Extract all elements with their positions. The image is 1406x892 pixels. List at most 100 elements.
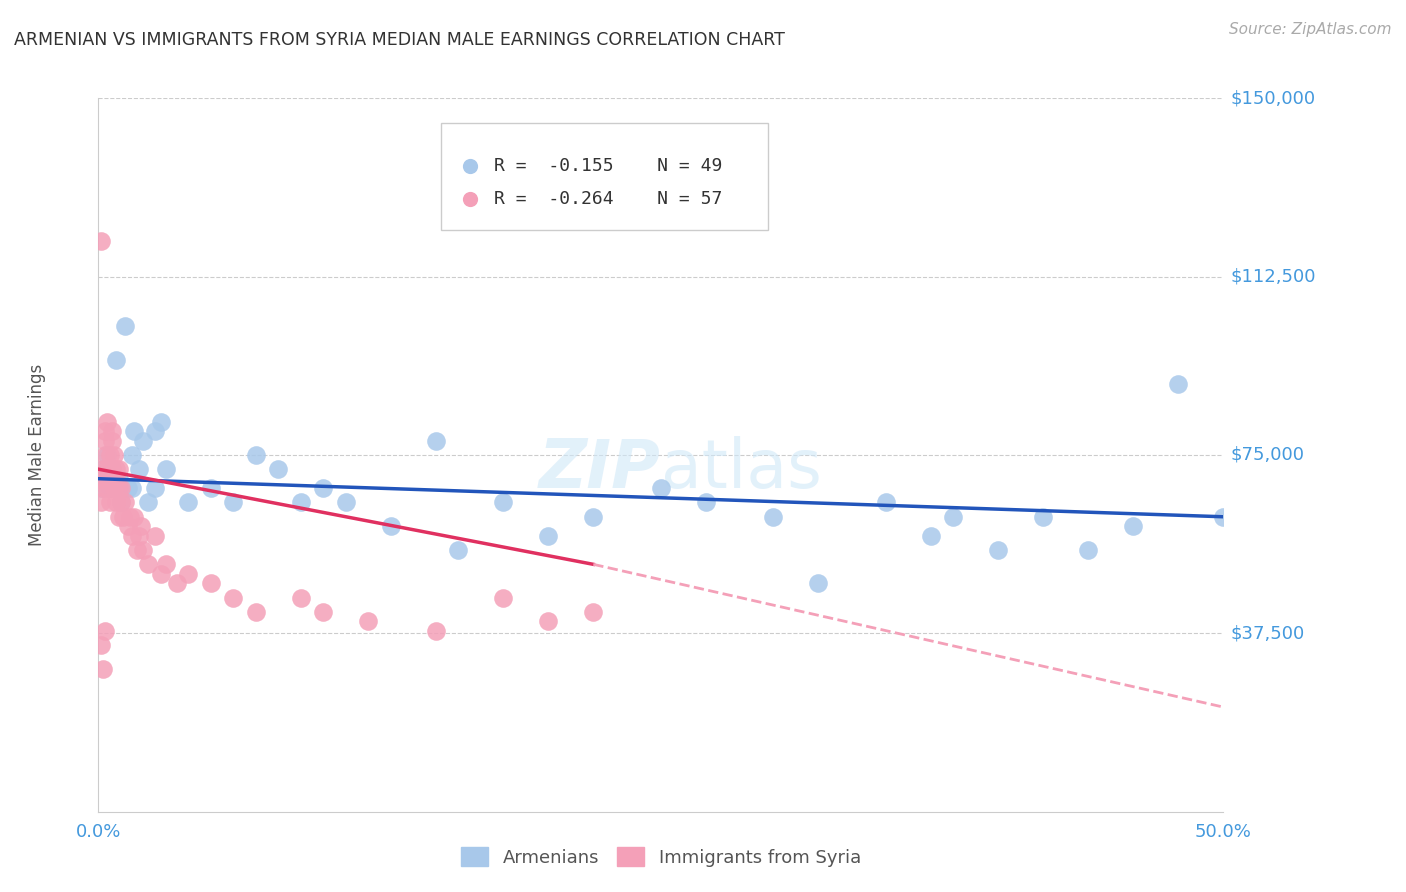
- Point: [103, 472, 125, 486]
- Text: ARMENIAN VS IMMIGRANTS FROM SYRIA MEDIAN MALE EARNINGS CORRELATION CHART: ARMENIAN VS IMMIGRANTS FROM SYRIA MEDIAN…: [14, 31, 785, 49]
- Point: [335, 495, 357, 509]
- Point: [105, 352, 128, 367]
- Point: [124, 509, 146, 524]
- Point: [290, 591, 312, 605]
- Point: [91, 462, 114, 476]
- Point: [290, 495, 312, 509]
- Point: [762, 509, 785, 524]
- Point: [492, 591, 515, 605]
- Point: [107, 472, 129, 486]
- Text: R =  -0.264    N = 57: R = -0.264 N = 57: [495, 191, 723, 209]
- Point: [121, 529, 143, 543]
- Point: [875, 495, 897, 509]
- Point: [96, 481, 118, 495]
- Point: [98, 472, 121, 486]
- Point: [96, 415, 118, 429]
- Point: [200, 576, 222, 591]
- Point: [118, 509, 141, 524]
- Point: [103, 481, 125, 495]
- Point: [128, 529, 150, 543]
- Point: [177, 566, 200, 581]
- Text: $37,500: $37,500: [1230, 624, 1305, 642]
- Point: [107, 481, 129, 495]
- Point: [121, 481, 143, 495]
- Point: [101, 424, 124, 438]
- Text: Median Male Earnings: Median Male Earnings: [28, 364, 45, 546]
- Point: [103, 481, 125, 495]
- Point: [447, 543, 470, 558]
- Text: R =  -0.155    N = 49: R = -0.155 N = 49: [495, 157, 723, 175]
- Point: [132, 543, 155, 558]
- Point: [117, 519, 139, 533]
- Point: [222, 591, 245, 605]
- Point: [143, 529, 166, 543]
- Point: [94, 434, 117, 448]
- Text: $150,000: $150,000: [1230, 89, 1316, 107]
- Point: [537, 529, 560, 543]
- Point: [150, 566, 173, 581]
- Point: [166, 576, 188, 591]
- Point: [155, 558, 177, 572]
- Point: [695, 495, 717, 509]
- Text: $112,500: $112,500: [1230, 268, 1316, 285]
- Point: [1122, 519, 1144, 533]
- Point: [112, 509, 135, 524]
- Point: [114, 495, 136, 509]
- Point: [101, 462, 124, 476]
- Point: [107, 509, 129, 524]
- Point: [101, 434, 124, 448]
- Point: [1167, 376, 1189, 391]
- Point: [267, 462, 290, 476]
- Point: [98, 448, 121, 462]
- Point: [91, 481, 114, 495]
- Text: atlas: atlas: [661, 436, 821, 502]
- Point: [143, 481, 166, 495]
- Point: [1077, 543, 1099, 558]
- Legend: Armenians, Immigrants from Syria: Armenians, Immigrants from Syria: [454, 840, 868, 874]
- Point: [110, 495, 132, 509]
- Point: [103, 448, 125, 462]
- Text: Source: ZipAtlas.com: Source: ZipAtlas.com: [1229, 22, 1392, 37]
- Point: [245, 605, 267, 619]
- Point: [177, 495, 200, 509]
- Point: [110, 481, 132, 495]
- Point: [105, 462, 128, 476]
- Point: [110, 495, 132, 509]
- Point: [492, 495, 515, 509]
- Point: [830, 805, 852, 819]
- Point: [121, 448, 143, 462]
- Point: [200, 481, 222, 495]
- FancyBboxPatch shape: [441, 123, 768, 230]
- Point: [1032, 509, 1054, 524]
- Point: [357, 615, 380, 629]
- Point: [1212, 509, 1234, 524]
- Point: [98, 495, 121, 509]
- Point: [312, 605, 335, 619]
- Point: [117, 481, 139, 495]
- Point: [105, 495, 128, 509]
- Point: [107, 462, 129, 476]
- Point: [129, 519, 152, 533]
- Point: [136, 495, 159, 509]
- Point: [150, 415, 173, 429]
- Point: [105, 472, 128, 486]
- Point: [807, 576, 830, 591]
- Point: [90, 495, 112, 509]
- Point: [425, 434, 447, 448]
- Point: [101, 462, 124, 476]
- Point: [94, 424, 117, 438]
- Point: [91, 462, 114, 476]
- Point: [222, 495, 245, 509]
- Point: [942, 509, 965, 524]
- Point: [124, 424, 146, 438]
- Point: [987, 543, 1010, 558]
- Point: [90, 481, 112, 495]
- Point: [425, 624, 447, 638]
- Text: $75,000: $75,000: [1230, 446, 1305, 464]
- Point: [582, 605, 605, 619]
- Point: [94, 448, 117, 462]
- Point: [537, 615, 560, 629]
- Point: [114, 319, 136, 334]
- Point: [132, 434, 155, 448]
- Point: [312, 481, 335, 495]
